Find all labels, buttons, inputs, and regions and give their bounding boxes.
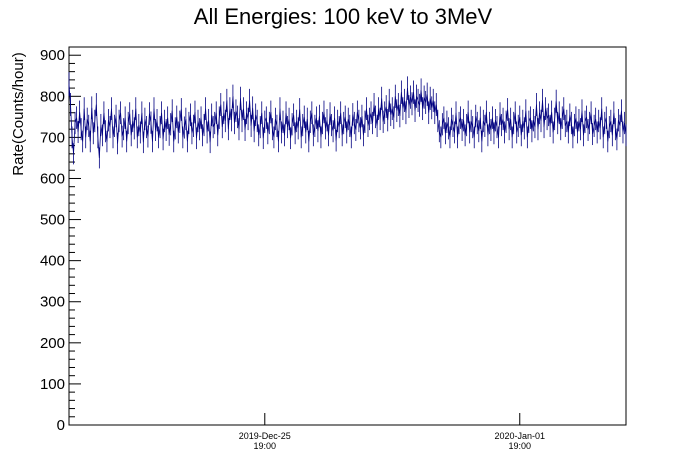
x-tick-date: 2020-Jan-01 xyxy=(494,431,545,441)
y-tick-label: 700 xyxy=(40,129,65,146)
y-tick-label: 100 xyxy=(40,376,65,393)
series-trace xyxy=(68,72,627,169)
x-tick-time: 19:00 xyxy=(508,441,531,451)
y-tick-label: 600 xyxy=(40,170,65,187)
x-tick-date: 2019-Dec-25 xyxy=(239,431,291,441)
y-tick-label: 400 xyxy=(40,253,65,270)
y-tick-label: 500 xyxy=(40,212,65,229)
chart-title: All Energies: 100 keV to 3MeV xyxy=(194,4,493,29)
y-tick-label: 900 xyxy=(40,47,65,64)
y-tick-label: 300 xyxy=(40,294,65,311)
y-tick-label: 0 xyxy=(57,417,65,434)
x-tick-time: 19:00 xyxy=(254,441,277,451)
y-axis-label: Rate(Counts/hour) xyxy=(10,52,27,175)
y-tick-label: 800 xyxy=(40,88,65,105)
y-axis: 0 100 200 300 400 500 600 700 800 900 xyxy=(40,46,81,434)
y-tick-label: 200 xyxy=(40,335,65,352)
series-line xyxy=(68,83,627,158)
